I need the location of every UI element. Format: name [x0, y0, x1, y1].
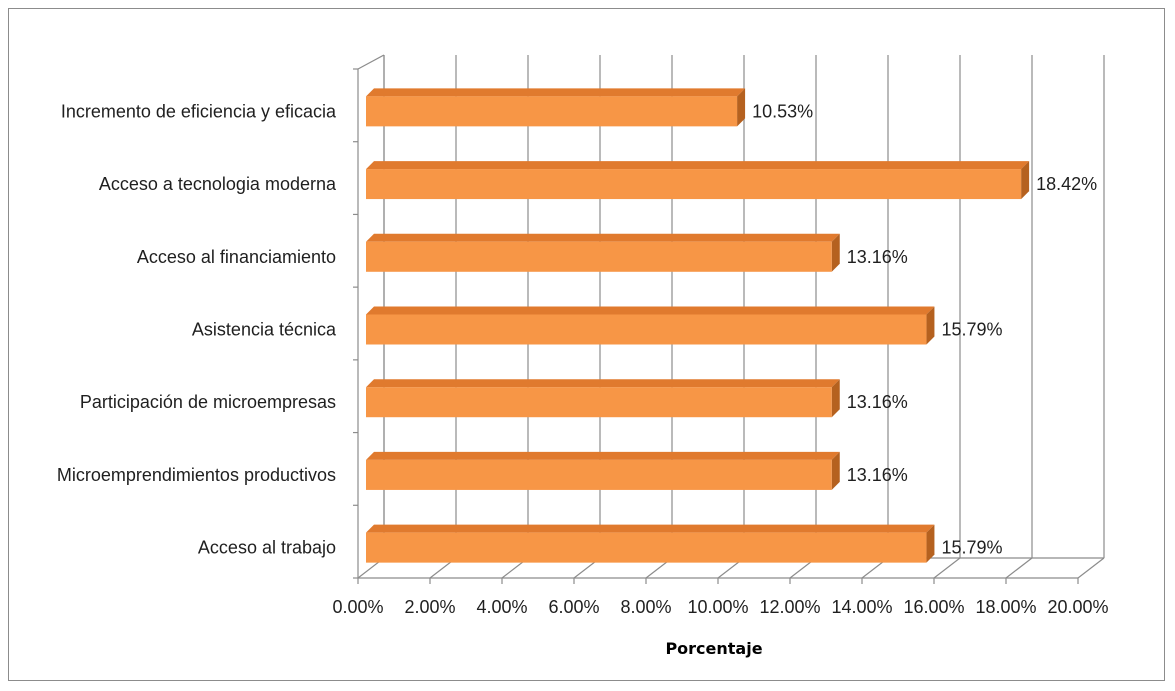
bar-front-face — [366, 314, 927, 345]
bar-front-face — [366, 459, 832, 490]
x-tick-label: 18.00% — [975, 597, 1036, 617]
data-label: 15.79% — [941, 320, 1002, 340]
bar-side-face — [831, 233, 840, 272]
bar — [366, 524, 935, 563]
bar-front-face — [366, 387, 832, 418]
bars — [366, 88, 1030, 563]
bar-top-face — [366, 233, 840, 242]
x-tick-label: 12.00% — [759, 597, 820, 617]
bar-side-face — [831, 379, 840, 418]
floor-gridline — [933, 557, 961, 579]
x-tick-label: 8.00% — [620, 597, 671, 617]
data-label: 13.16% — [847, 247, 908, 267]
bar — [366, 306, 935, 345]
category-label: Incremento de eficiencia y eficacia — [61, 101, 337, 121]
bar — [366, 88, 746, 127]
x-tick-label: 0.00% — [332, 597, 383, 617]
bar — [366, 233, 840, 272]
bar — [366, 379, 840, 418]
x-tick-label: 20.00% — [1047, 597, 1108, 617]
data-label: 13.16% — [847, 465, 908, 485]
bar-front-face — [366, 241, 832, 272]
bar-top-face — [366, 306, 935, 315]
category-label: Asistencia técnica — [192, 320, 337, 340]
bar — [366, 161, 1030, 200]
bar-top-face — [366, 451, 840, 460]
x-tick-label: 2.00% — [404, 597, 455, 617]
category-label: Microemprendimientos productivos — [57, 465, 336, 485]
labels: 0.00% 2.00% 4.00% 6.00% 8.00% 10.00% 12.00% 14.… — [57, 101, 1109, 617]
x-tick-label: 14.00% — [831, 597, 892, 617]
bar-top-face — [366, 161, 1030, 170]
bar-side-face — [737, 88, 746, 127]
category-label: Acceso al trabajo — [198, 538, 336, 558]
x-tick-label: 16.00% — [903, 597, 964, 617]
x-tick-label: 10.00% — [687, 597, 748, 617]
category-label: Acceso a tecnologia moderna — [99, 174, 337, 194]
category-label: Acceso al financiamiento — [137, 247, 336, 267]
y-axis-depth-line — [357, 54, 385, 70]
bar-top-face — [366, 524, 935, 533]
category-label: Participación de microempresas — [80, 392, 336, 412]
bar-top-face — [366, 88, 746, 97]
x-tick-label: 4.00% — [476, 597, 527, 617]
floor-gridline — [1077, 557, 1105, 579]
bar-front-face — [366, 532, 927, 563]
bar-side-face — [1021, 161, 1030, 200]
floor-gridline — [1005, 557, 1033, 579]
bar-side-face — [831, 451, 840, 490]
data-label: 10.53% — [752, 101, 813, 121]
bar-top-face — [366, 379, 840, 388]
bar — [366, 451, 840, 490]
bar-side-face — [926, 524, 935, 563]
data-label: 18.42% — [1036, 174, 1097, 194]
bar-side-face — [926, 306, 935, 345]
data-label: 15.79% — [941, 538, 1002, 558]
x-axis-title: Porcentaje — [665, 639, 762, 658]
bar-front-face — [366, 96, 738, 127]
x-tick-label: 6.00% — [548, 597, 599, 617]
bar-front-face — [366, 169, 1022, 200]
data-label: 13.16% — [847, 392, 908, 412]
